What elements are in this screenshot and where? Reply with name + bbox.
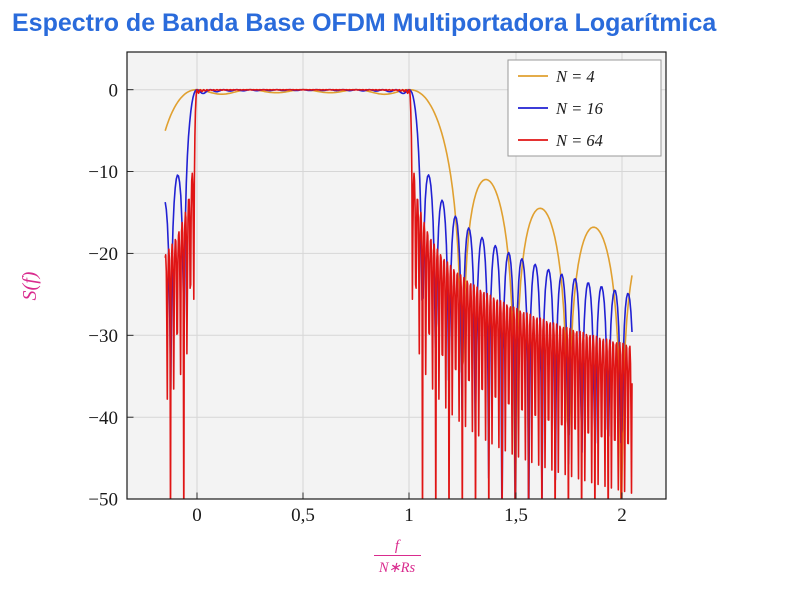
y-tick-labels: 0 −10 −20 −30 −40 −50 bbox=[88, 80, 118, 510]
series-curves bbox=[164, 88, 633, 499]
x-axis-label: f N∗Rs bbox=[374, 538, 421, 576]
spectrum-chart: 0 0,5 1 1,5 2 0 −10 −20 −30 −40 −50 S(f)… bbox=[19, 51, 667, 576]
x-tick: 2 bbox=[617, 505, 627, 526]
y-axis-label: S(f) bbox=[19, 271, 41, 300]
legend-label-n4: N = 4 bbox=[555, 67, 595, 86]
curve-N64 bbox=[164, 88, 633, 499]
legend: N = 4 N = 16 N = 64 bbox=[507, 59, 662, 157]
y-tick: −40 bbox=[88, 408, 118, 429]
legend-label-n64: N = 64 bbox=[555, 131, 603, 150]
x-axis-label-numerator: f bbox=[395, 538, 401, 554]
y-tick: −50 bbox=[88, 490, 118, 511]
y-tick: 0 bbox=[109, 80, 119, 101]
axes-frame bbox=[126, 51, 667, 500]
x-axis-label-denominator: N∗Rs bbox=[378, 560, 416, 576]
x-tick-labels: 0 0,5 1 1,5 2 bbox=[192, 505, 627, 526]
x-tick: 1 bbox=[404, 505, 414, 526]
y-tick: −20 bbox=[88, 244, 118, 265]
y-tick: −30 bbox=[88, 326, 118, 347]
tick-marks bbox=[127, 89, 623, 500]
x-tick: 0,5 bbox=[291, 505, 315, 526]
page-title: Espectro de Banda Base OFDM Multiportado… bbox=[12, 9, 717, 37]
legend-label-n16: N = 16 bbox=[555, 99, 604, 118]
x-tick: 0 bbox=[192, 505, 202, 526]
y-tick: −10 bbox=[88, 162, 118, 183]
x-tick: 1,5 bbox=[504, 505, 528, 526]
